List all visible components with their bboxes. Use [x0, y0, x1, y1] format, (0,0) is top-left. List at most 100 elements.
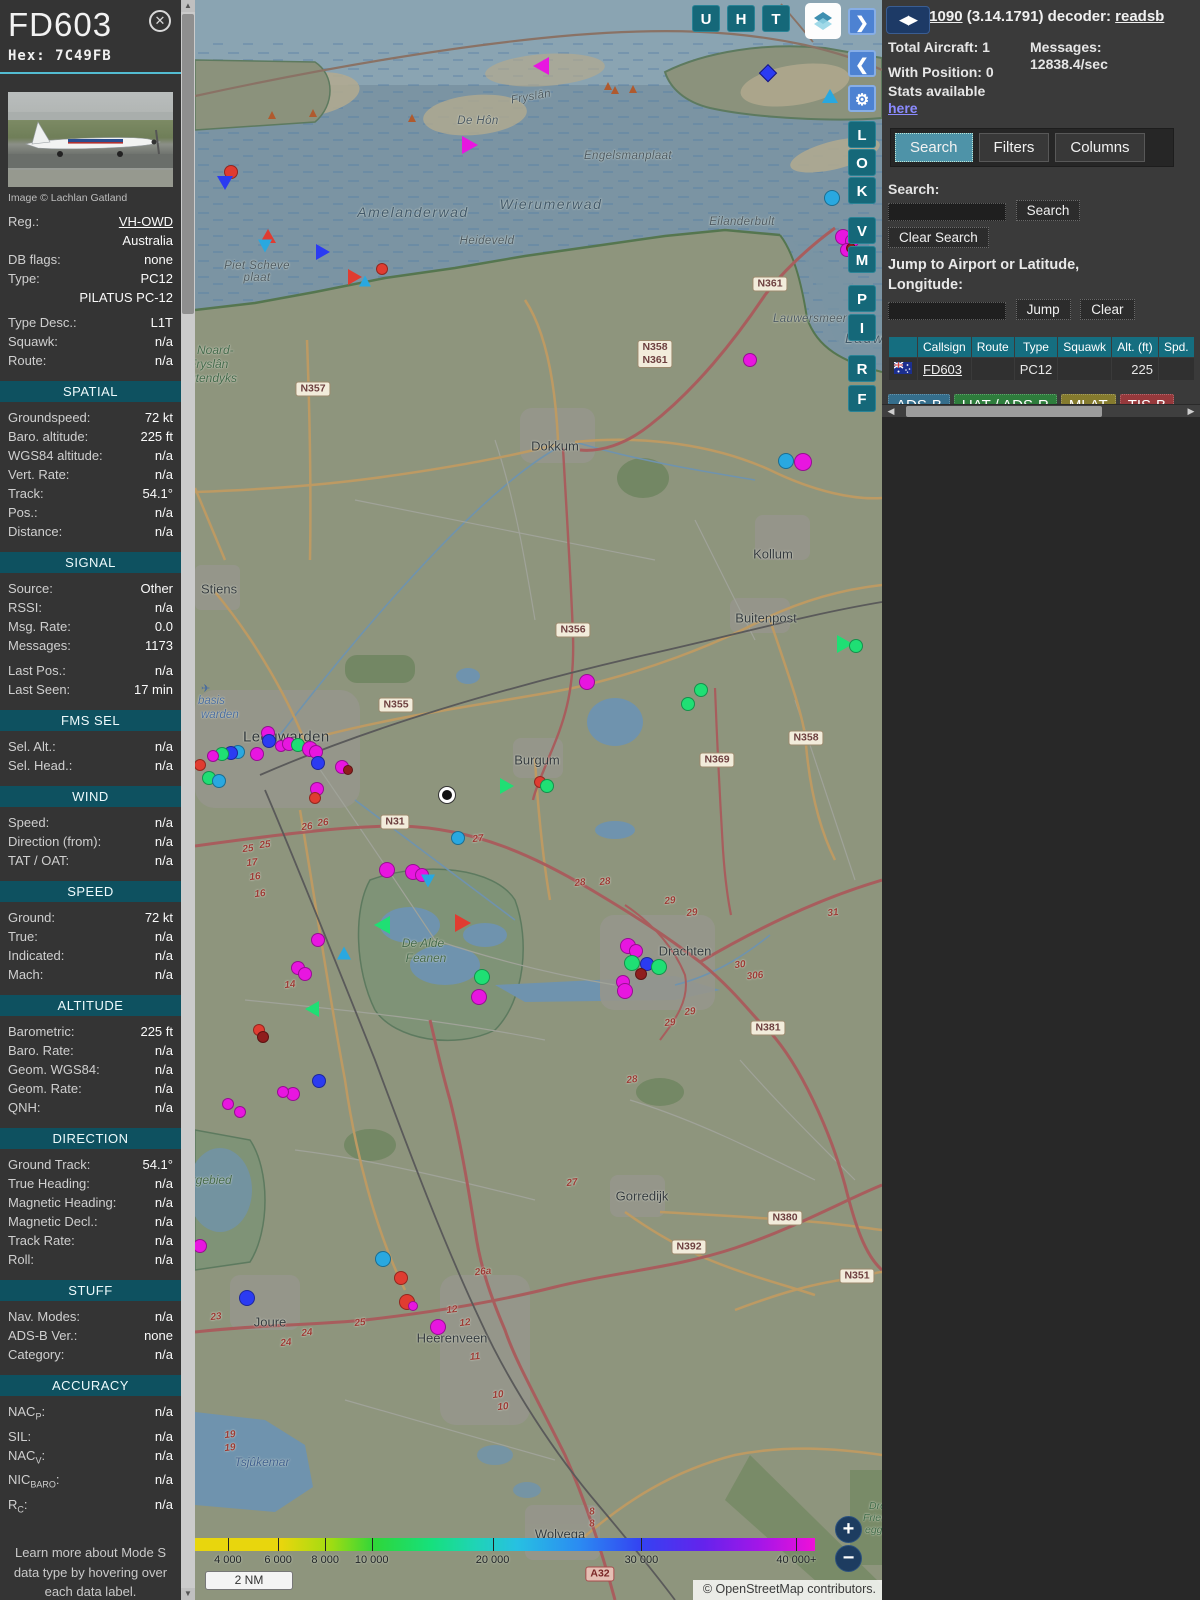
- map-button-R[interactable]: R: [848, 355, 876, 382]
- aircraft-marker[interactable]: [540, 779, 554, 793]
- scroll-left-icon[interactable]: ◀: [887, 406, 895, 416]
- map-button-settings[interactable]: ⚙: [848, 85, 876, 112]
- aircraft-marker[interactable]: [694, 683, 708, 697]
- aircraft-marker[interactable]: [681, 697, 695, 711]
- panel-width-toggle-icon[interactable]: ◀▶: [886, 6, 930, 34]
- aircraft-marker[interactable]: [824, 190, 840, 206]
- aircraft-marker[interactable]: [794, 453, 812, 471]
- aircraft-marker[interactable]: [311, 756, 325, 770]
- map[interactable]: ✈ Fryslân De Hôn Engelsmanplaat Amelanderwa…: [195, 0, 882, 1600]
- aircraft-marker[interactable]: [624, 955, 640, 971]
- clear-search-button[interactable]: Clear Search: [888, 227, 989, 248]
- aircraft-marker[interactable]: [262, 734, 276, 748]
- aircraft-marker[interactable]: [651, 959, 667, 975]
- close-icon[interactable]: ✕: [149, 10, 171, 32]
- table-header-Squawk[interactable]: Squawk: [1058, 337, 1111, 358]
- aircraft-marker[interactable]: [298, 967, 312, 981]
- aircraft-marker[interactable]: [439, 787, 455, 803]
- aircraft-marker[interactable]: [500, 778, 514, 794]
- aircraft-marker[interactable]: [376, 263, 388, 275]
- map-button-U[interactable]: U: [692, 5, 720, 32]
- aircraft-marker[interactable]: [316, 244, 330, 260]
- aircraft-marker[interactable]: [430, 1319, 446, 1335]
- callsign-link[interactable]: FD603: [923, 361, 963, 377]
- aircraft-marker[interactable]: [258, 239, 272, 253]
- search-button[interactable]: Search: [1015, 200, 1081, 221]
- aircraft-marker[interactable]: [743, 353, 757, 367]
- sidebar-scrollbar-thumb[interactable]: [182, 14, 194, 314]
- clear-jump-button[interactable]: Clear: [1080, 299, 1135, 321]
- aircraft-marker[interactable]: [305, 1001, 319, 1017]
- aircraft-marker[interactable]: [375, 1251, 391, 1267]
- aircraft-marker[interactable]: [822, 89, 838, 103]
- scroll-right-icon[interactable]: ▶: [1187, 406, 1195, 416]
- aircraft-marker[interactable]: [778, 453, 794, 469]
- map-button-I[interactable]: I: [848, 314, 876, 341]
- table-header-Spd.[interactable]: Spd.: [1158, 337, 1194, 358]
- map-button-expand[interactable]: ❯: [848, 8, 876, 35]
- aircraft-marker[interactable]: [474, 969, 490, 985]
- zoom-out-button[interactable]: −: [835, 1545, 862, 1572]
- aircraft-marker[interactable]: [379, 862, 395, 878]
- aircraft-marker[interactable]: [421, 874, 435, 888]
- aircraft-marker[interactable]: [849, 639, 863, 653]
- aircraft-marker[interactable]: [462, 136, 478, 154]
- map-button-M[interactable]: M: [848, 246, 876, 273]
- aircraft-marker[interactable]: [359, 275, 371, 287]
- map-button-P[interactable]: P: [848, 285, 876, 312]
- aircraft-marker[interactable]: [222, 1098, 234, 1110]
- aircraft-marker[interactable]: [374, 916, 390, 934]
- aircraft-marker[interactable]: [234, 1106, 246, 1118]
- aircraft-photo[interactable]: [8, 92, 173, 187]
- aircraft-marker[interactable]: [579, 674, 595, 690]
- aircraft-marker[interactable]: [337, 946, 351, 960]
- panel-horizontal-scrollbar[interactable]: ◀ ▶: [882, 404, 1200, 417]
- map-button-L[interactable]: L: [848, 121, 876, 148]
- map-button-K[interactable]: K: [848, 177, 876, 204]
- aircraft-marker[interactable]: [195, 759, 206, 771]
- aircraft-marker[interactable]: [408, 1301, 418, 1311]
- map-button-H[interactable]: H: [727, 5, 755, 32]
- table-row[interactable]: FD603 PC12 225: [889, 358, 1194, 381]
- aircraft-marker[interactable]: [257, 1031, 269, 1043]
- map-button-V[interactable]: V: [848, 217, 876, 244]
- aircraft-marker[interactable]: [451, 831, 465, 845]
- map-button-T[interactable]: T: [762, 5, 790, 32]
- aircraft-marker[interactable]: [343, 765, 353, 775]
- aircraft-marker[interactable]: [617, 983, 633, 999]
- stats-here-link[interactable]: here: [888, 100, 918, 116]
- scroll-up-icon[interactable]: ▲: [181, 0, 195, 12]
- table-header-Route[interactable]: Route: [971, 337, 1014, 358]
- scroll-down-icon[interactable]: ▼: [181, 1588, 195, 1600]
- aircraft-marker[interactable]: [635, 968, 647, 980]
- jump-input[interactable]: [888, 301, 1006, 320]
- table-header-Alt. (ft)[interactable]: Alt. (ft): [1111, 337, 1158, 358]
- aircraft-marker[interactable]: [207, 750, 219, 762]
- attribution-text[interactable]: © OpenStreetMap contributors.: [702, 1582, 876, 1596]
- aircraft-marker[interactable]: [348, 269, 362, 285]
- aircraft-marker[interactable]: [312, 1074, 326, 1088]
- aircraft-marker[interactable]: [195, 1239, 207, 1253]
- aircraft-marker[interactable]: [309, 792, 321, 804]
- map-button-F[interactable]: F: [848, 385, 876, 412]
- aircraft-marker[interactable]: [311, 933, 325, 947]
- aircraft-marker[interactable]: [212, 774, 226, 788]
- tab-search[interactable]: Search: [895, 133, 973, 162]
- aircraft-marker[interactable]: [394, 1271, 408, 1285]
- search-input[interactable]: [888, 202, 1006, 221]
- sidebar-scrollbar[interactable]: ▲ ▼: [181, 0, 195, 1600]
- panel-hscrollbar-thumb[interactable]: [906, 406, 1102, 417]
- table-header-flag[interactable]: [889, 337, 917, 358]
- decoder-link[interactable]: readsb: [1115, 8, 1165, 25]
- layers-button[interactable]: [805, 3, 841, 39]
- tab-filters[interactable]: Filters: [978, 133, 1050, 162]
- aircraft-marker[interactable]: [471, 989, 487, 1005]
- aircraft-marker[interactable]: [239, 1290, 255, 1306]
- tab-columns[interactable]: Columns: [1055, 133, 1145, 162]
- table-header-Callsign[interactable]: Callsign: [918, 337, 971, 358]
- map-button-O[interactable]: O: [848, 149, 876, 176]
- aircraft-marker[interactable]: [533, 57, 549, 75]
- aircraft-marker[interactable]: [217, 176, 233, 190]
- zoom-in-button[interactable]: +: [835, 1516, 862, 1543]
- map-button-collapse[interactable]: ❮: [848, 50, 876, 77]
